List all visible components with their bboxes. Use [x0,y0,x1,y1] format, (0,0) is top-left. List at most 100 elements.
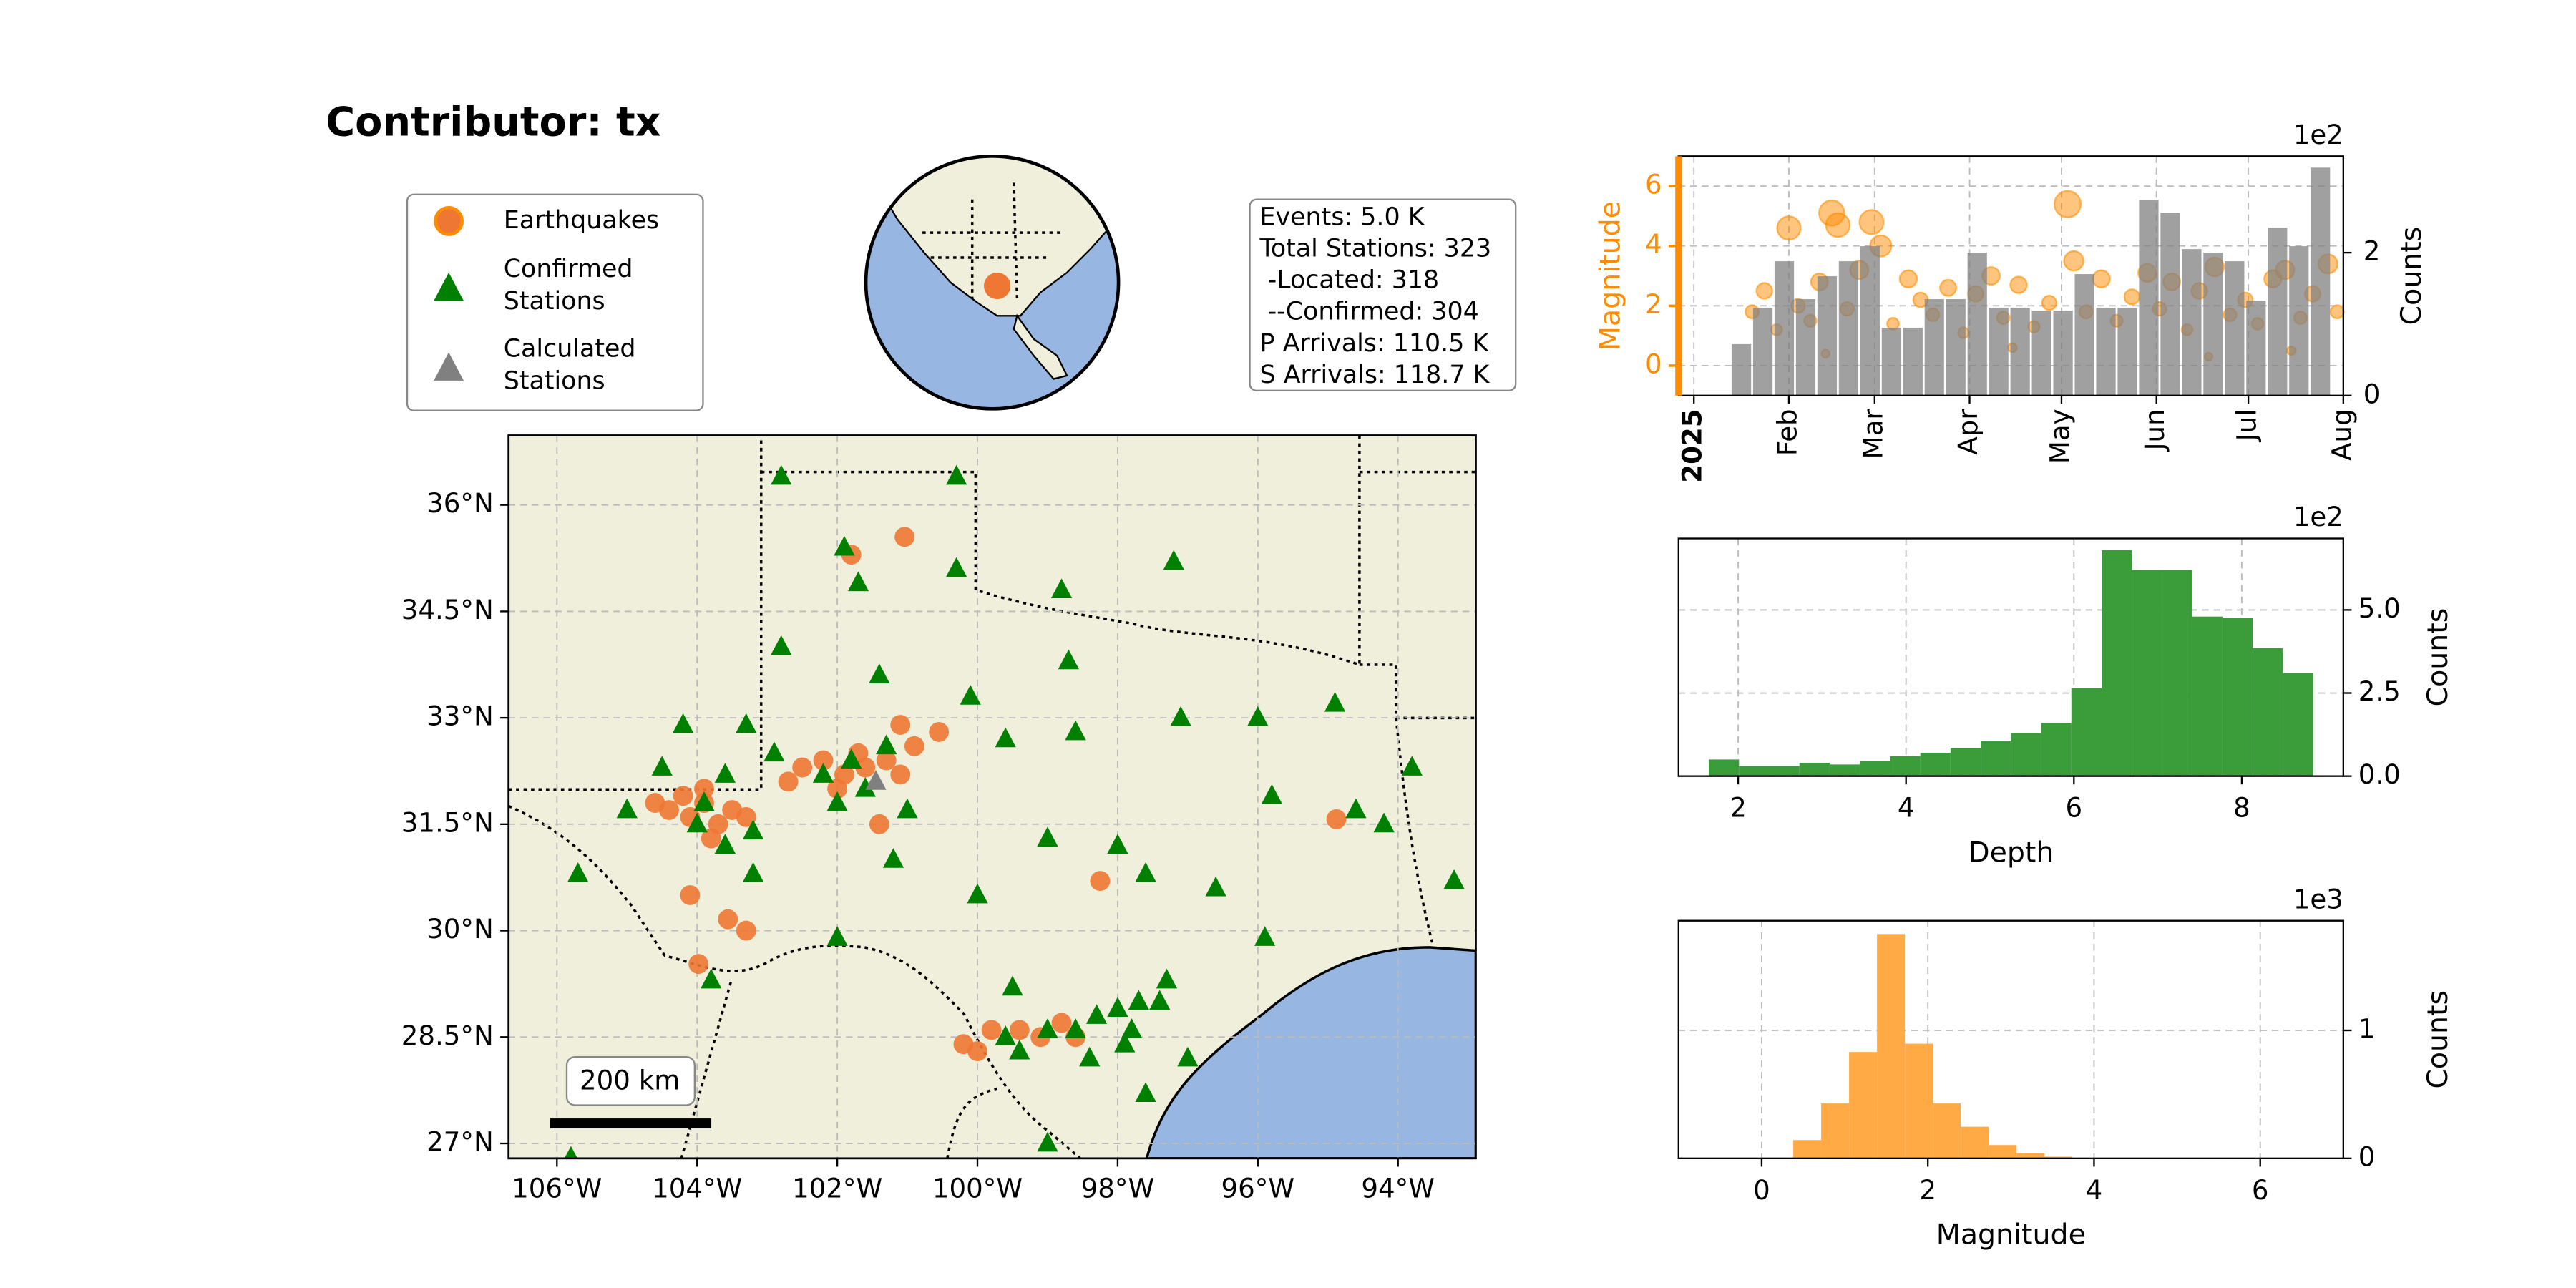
globe-region [983,272,1011,300]
stats-line: P Arrivals: 110.5 K [1260,329,1490,358]
station [672,713,694,733]
x-tick-label: May [2044,409,2075,464]
y2-tick-label: 0 [2363,379,2381,409]
station [771,464,792,485]
station [1114,1032,1136,1053]
histogram-bar [1739,766,1770,776]
station [841,748,862,769]
x-tick-label: 106°W [512,1173,602,1204]
station [1254,926,1276,946]
histogram-bar [1877,934,1906,1158]
histogram-bar [2044,1156,2073,1158]
earthquake [736,806,756,827]
station [834,535,855,556]
stats-line: -Located: 318 [1260,266,1440,295]
x-tick-label: 4 [2086,1175,2103,1206]
legend-label: Calculated Stations [504,334,636,395]
x-tick-label: Aug [2326,409,2357,461]
y-tick-label: 6 [1645,170,1662,200]
earthquake [827,779,848,799]
histogram-bar [2283,673,2313,776]
histogram-plot [1678,538,2343,777]
x-tick-label: 100°W [932,1173,1023,1204]
bar [1924,298,1944,396]
earthquake [813,750,834,771]
bar [2139,200,2159,396]
bar [2225,261,2245,396]
station [960,685,981,705]
x-tick-label: 2 [1919,1175,1936,1206]
axis-offset: 1e2 [2293,119,2343,150]
bar [1731,343,1752,396]
histogram-bar [1769,766,1800,776]
histogram-bar [1961,1126,1989,1158]
histogram-bar [2132,570,2162,776]
station [812,763,834,783]
bar [2182,249,2202,396]
bar [1946,298,1966,396]
station [1135,862,1156,882]
text-line: Confirmed [504,255,633,283]
station [693,791,715,811]
x-tick-label: 98°W [1081,1173,1155,1204]
axis-offset: 1e2 [2293,502,2343,532]
state-borders [508,435,1476,945]
station [651,756,673,776]
event [1858,209,1885,235]
x-tick-label: Jun [2140,409,2170,452]
station [854,777,876,797]
y-tick-label: 0 [2358,1141,2376,1172]
station [1261,784,1283,804]
station [1121,1018,1143,1038]
station [995,727,1016,748]
station [967,883,988,904]
station [1002,975,1023,996]
histogram-bar [2041,723,2072,776]
earthquake [688,954,709,975]
histogram-bar [1799,763,1830,776]
x-tick-label: Apr [1953,409,1984,455]
plot-frame [1677,537,2344,777]
stats-line: --Confirmed: 304 [1260,298,1479,326]
plot-frame [1677,919,2344,1160]
station [1128,990,1149,1010]
station [1401,756,1423,776]
station [826,926,848,946]
histogram-bar [1933,1103,1961,1158]
bar [2203,253,2223,396]
earthquake [778,771,799,792]
x-tick-label: 2025 [1677,409,1708,482]
event [1825,212,1851,238]
earthquake [876,750,897,771]
y-tick-label: 28.5°N [401,1020,494,1051]
station [1065,1018,1086,1038]
station [865,770,887,790]
axis-offset: 1e3 [2293,884,2343,914]
station [1345,798,1367,819]
legend-marker [434,272,464,301]
y-tick-label: 2 [1645,289,1662,320]
map [508,435,1476,1158]
station [736,713,757,733]
event [2009,275,2028,294]
event [2063,250,2084,272]
histogram-bar [1793,1140,1822,1158]
y-tick-label: 5.0 [2358,593,2401,624]
x-tick-label: 2 [1729,793,1747,824]
station [763,741,785,762]
event [1939,278,1958,297]
y-tick-label: 0 [1645,348,1662,379]
station [882,848,904,868]
station [771,635,792,655]
histogram-bar [1829,764,1860,776]
legend-marker [434,352,464,381]
text-line: Calculated [504,334,636,363]
x-tick-label: 8 [2233,793,2250,824]
y-axis-label: Counts [2421,608,2454,707]
legend-label: Earthquakes [504,206,659,235]
map-frame [507,434,1477,1160]
histogram-bar [1950,748,1981,776]
y2-tick-label: 2 [2363,236,2381,267]
station [1205,876,1226,897]
